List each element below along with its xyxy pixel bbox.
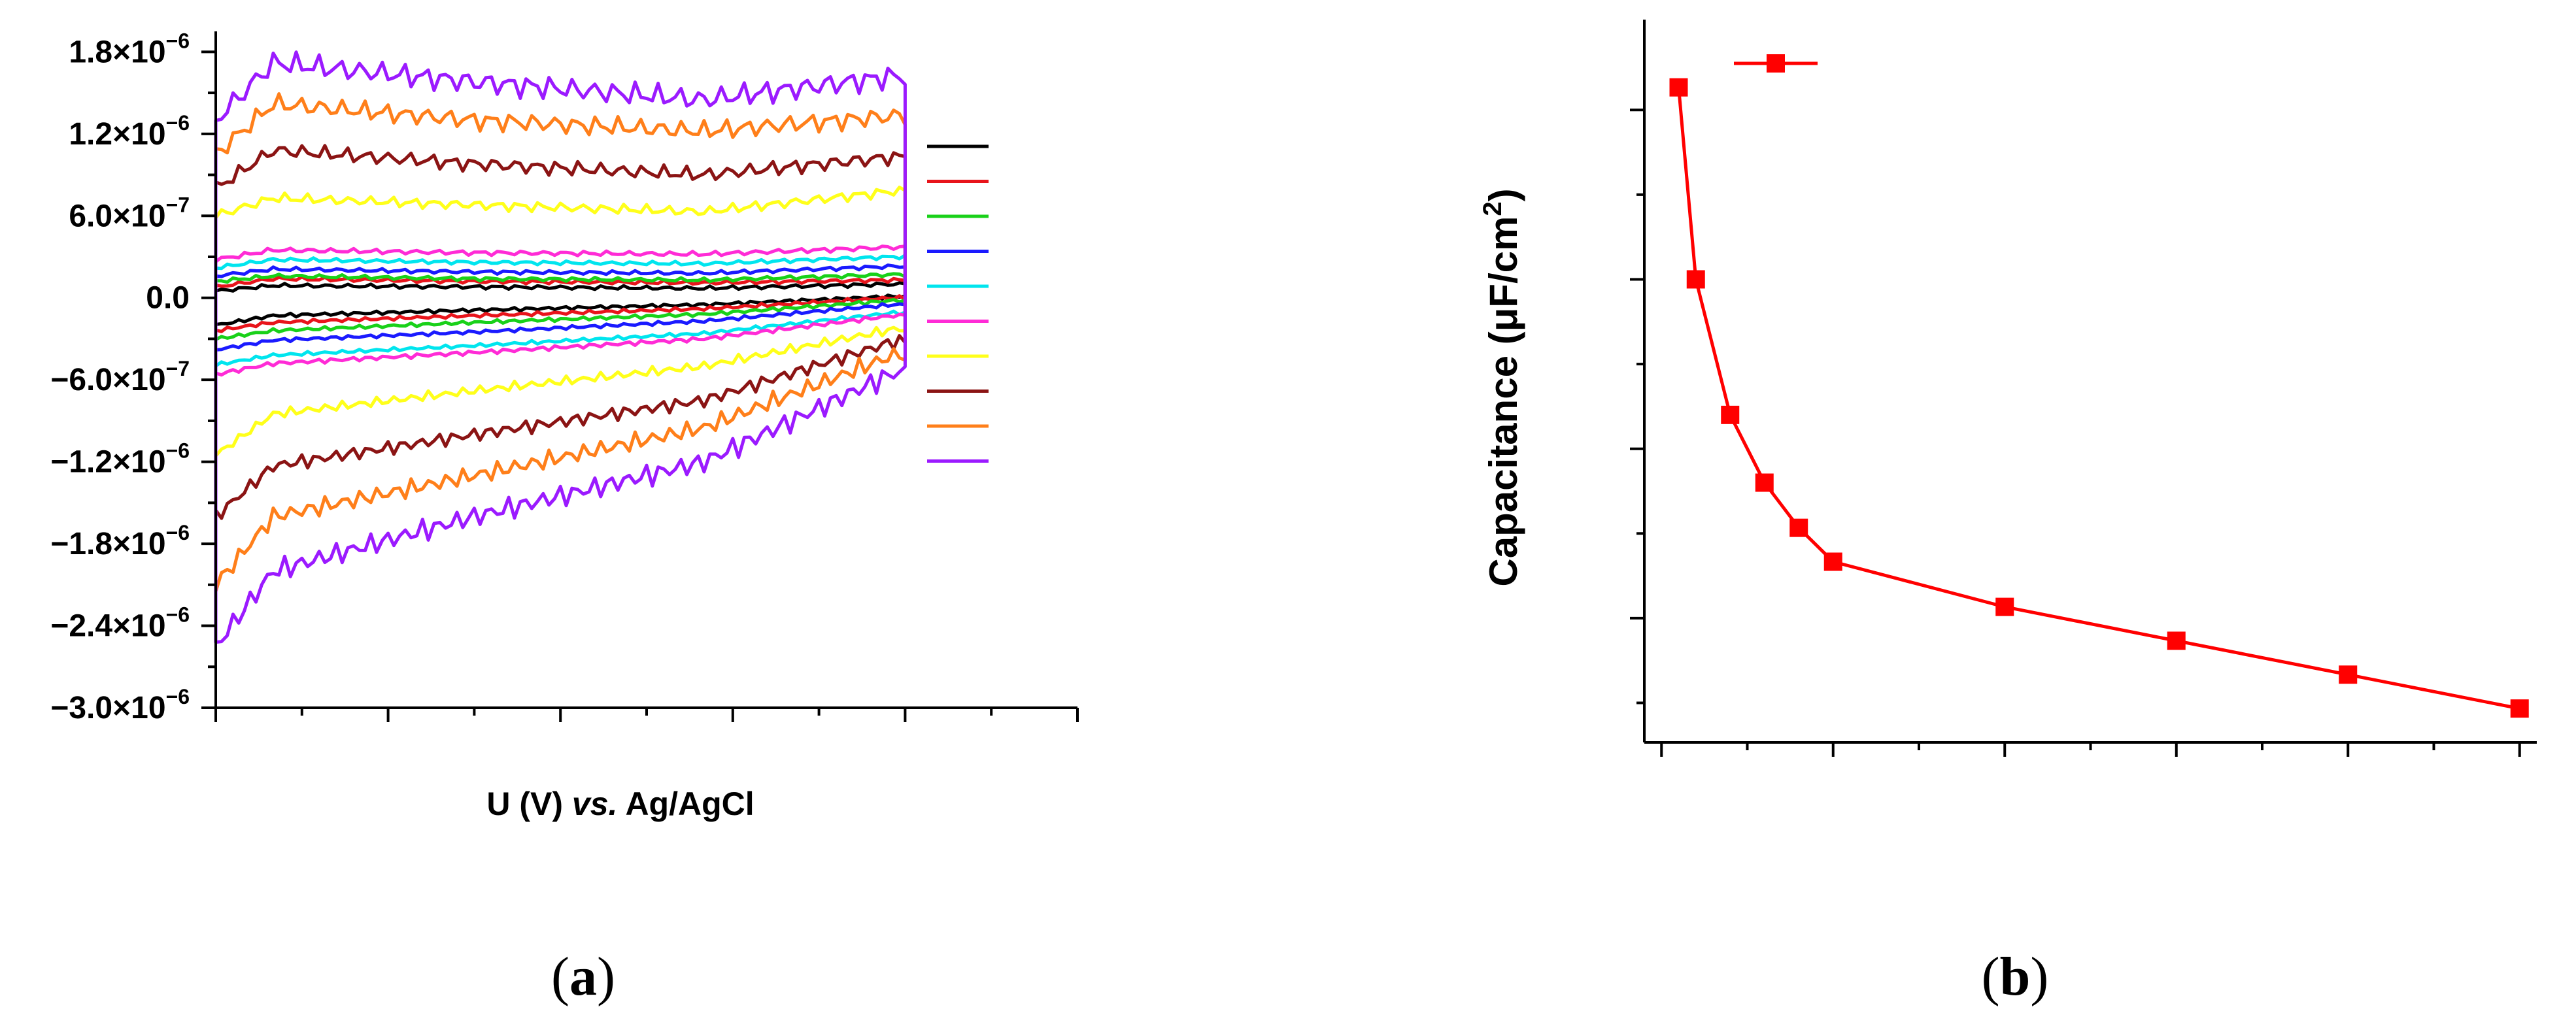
y-axis-label-superscript: 2 [1478, 201, 1507, 216]
y-tick-label: −1.2×10−6 [50, 439, 190, 480]
panel-label-b: (b) [1982, 946, 2049, 1007]
data-point [2339, 665, 2358, 684]
chart-a: −3.0×10−6−2.4×10−6−1.8×10−6−1.2×10−6−6.0… [50, 29, 1079, 822]
chart-b: Capacitance (μF/cm2) [1478, 20, 2537, 757]
y-tick-label: −2.4×10−6 [50, 603, 190, 644]
y-tick-label-exponent: −6 [166, 111, 190, 135]
y-tick-label-base: 1.2×10 [69, 117, 165, 152]
data-point [1995, 597, 2014, 616]
y-tick-label: 6.0×10−7 [69, 193, 190, 233]
chart-b-axes: Capacitance (μF/cm2) [1478, 20, 2537, 757]
data-point [1823, 552, 1842, 571]
y-tick-label-exponent: −6 [166, 29, 190, 52]
y-tick-label: 0.0 [146, 281, 190, 316]
panel-label-a: (a) [551, 946, 615, 1007]
y-tick-label: 1.8×10−6 [69, 29, 190, 69]
cv-curves [214, 50, 907, 644]
data-point [1686, 270, 1705, 289]
x-axis-label-part: vs. [572, 786, 618, 822]
x-axis-label-part: Ag/AgCl [617, 786, 754, 822]
chart-a-legend [927, 144, 989, 463]
y-tick-label-exponent: −6 [166, 685, 190, 708]
y-tick-label: −1.8×10−6 [50, 521, 190, 561]
y-axis-label-part: ) [1482, 188, 1525, 201]
cv-curve-80-mv-s [214, 254, 907, 368]
y-tick-label-base: −1.8×10 [50, 527, 165, 561]
chart-a-axes: −3.0×10−6−2.4×10−6−1.8×10−6−1.2×10−6−6.0… [50, 29, 1079, 822]
y-tick-label-exponent: −7 [166, 193, 190, 216]
y-tick-label-base: 1.8×10 [69, 35, 165, 69]
data-point [1755, 473, 1774, 492]
y-tick-label-base: −3.0×10 [50, 691, 165, 725]
cv-curve-500-mv-s [214, 50, 907, 644]
data-point [1721, 405, 1740, 424]
legend-swatch-marker [1767, 54, 1785, 73]
y-axis-label-part: Capacitance (μF/cm [1482, 216, 1525, 587]
y-tick-label-base: −2.4×10 [50, 609, 165, 644]
y-tick-label-base: −6.0×10 [50, 363, 165, 397]
capacitance-series [1669, 78, 2529, 718]
y-tick-label: −3.0×10−6 [50, 685, 190, 725]
data-point [1789, 518, 1808, 537]
y-tick-label: −6.0×10−7 [50, 357, 190, 397]
series-line [1677, 87, 2520, 710]
y-tick-label-exponent: −7 [166, 357, 190, 380]
chart-b-legend [1734, 54, 1818, 73]
y-tick-label: 1.2×10−6 [69, 111, 190, 152]
y-axis-label: Capacitance (μF/cm2) [1478, 188, 1525, 586]
data-point [1669, 78, 1688, 97]
data-point [2510, 699, 2529, 718]
y-tick-label-base: 6.0×10 [69, 199, 165, 233]
data-point [2167, 631, 2186, 650]
y-tick-label-exponent: −6 [166, 603, 190, 627]
x-axis-label-part: U (V) [486, 786, 572, 822]
x-axis-label: U (V) vs. Ag/AgCl [486, 786, 754, 822]
y-tick-label-base: 0.0 [146, 281, 190, 316]
y-tick-label-base: −1.2×10 [50, 445, 165, 480]
y-tick-label-exponent: −6 [166, 439, 190, 463]
y-tick-label-exponent: −6 [166, 521, 190, 544]
